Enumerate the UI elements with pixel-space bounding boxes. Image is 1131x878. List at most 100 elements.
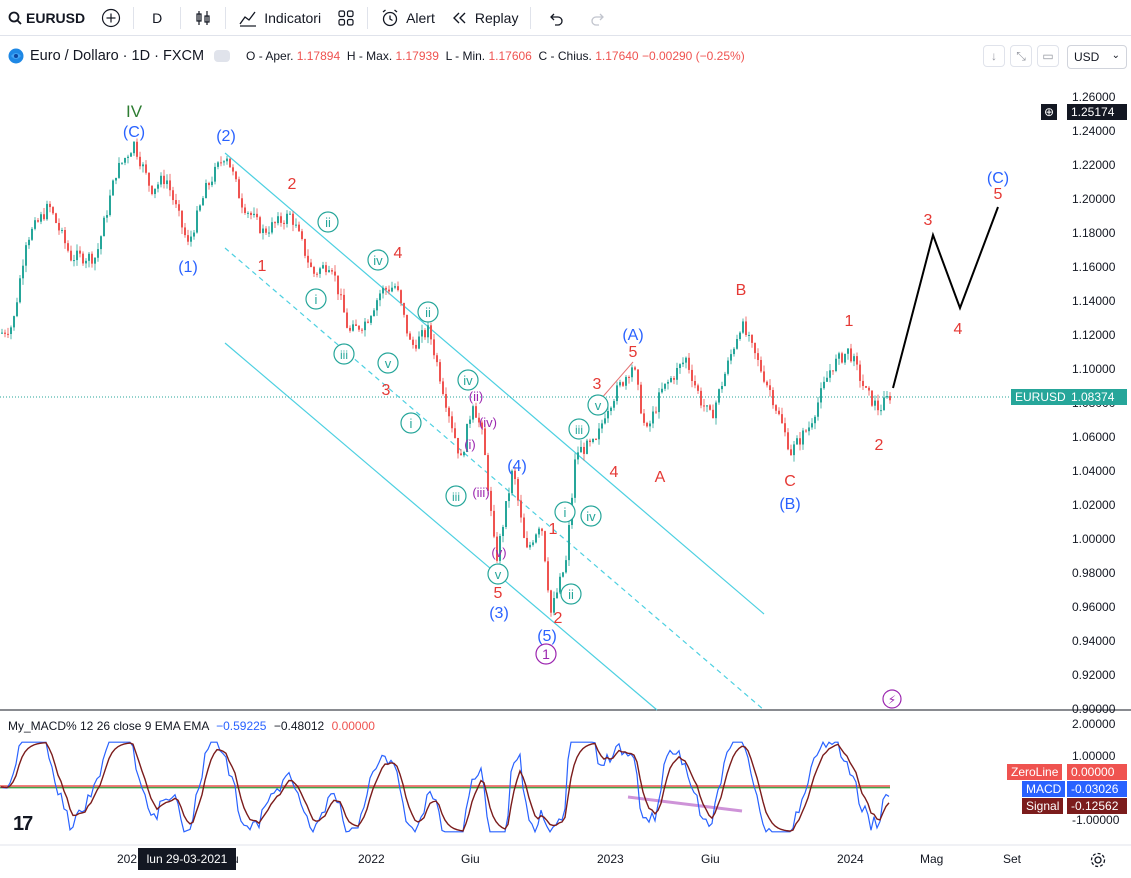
compare-symbol-button[interactable] xyxy=(93,0,129,36)
candle-body xyxy=(679,364,681,369)
symbol-search-button[interactable]: EURUSD xyxy=(0,0,93,36)
candle-body xyxy=(475,406,477,418)
wave-label-v-circle xyxy=(377,352,399,374)
legend-toggle-button[interactable] xyxy=(214,50,231,62)
candle-body xyxy=(16,302,18,317)
wave-label-n4: (4) xyxy=(507,458,527,475)
interval-button[interactable]: D xyxy=(138,0,176,36)
candle-body xyxy=(196,210,198,233)
candle-body xyxy=(529,544,531,548)
candle-body xyxy=(631,367,633,378)
price-tick-label: 1.12000 xyxy=(1072,328,1116,342)
time-tick-label: Giu xyxy=(701,852,720,866)
candle-body xyxy=(835,358,837,371)
candle-body xyxy=(103,217,105,237)
indicators-button[interactable]: Indicatori xyxy=(230,0,329,36)
candle-body xyxy=(136,141,138,157)
candle-body xyxy=(505,501,507,527)
grid-icon xyxy=(338,9,354,26)
macd-label: My_MACD% 12 26 close 9 EMA EMA xyxy=(8,719,209,733)
candle-body xyxy=(655,411,657,413)
wave-label-iv: IV xyxy=(126,102,143,121)
candle-body xyxy=(805,430,807,432)
price-chart[interactable]: IV (C) (2) (1) (3) (4) (5) (A) (B) 2 1 4 3 5 1 2 3 5 4 A B C 1… xyxy=(0,37,1131,878)
candle-body xyxy=(100,236,102,250)
candle-body xyxy=(442,381,444,394)
candle-body xyxy=(388,289,390,292)
gear-icon xyxy=(1090,852,1106,868)
chart-area[interactable]: IV (C) (2) (1) (3) (4) (5) (A) (B) 2 1 4 3 5 1 2 3 5 4 A B C 1… xyxy=(0,37,1131,878)
candle-body xyxy=(736,339,738,349)
undo-button[interactable] xyxy=(535,0,577,36)
candle-body xyxy=(691,369,693,382)
candle-body xyxy=(484,428,486,456)
redo-button[interactable] xyxy=(577,0,619,36)
candle-body xyxy=(76,250,78,261)
candle-body xyxy=(349,327,351,331)
candle-body xyxy=(109,195,111,216)
wave-label-r1: 1 xyxy=(258,258,267,275)
price-tick-label: 0.94000 xyxy=(1072,634,1116,648)
candle-body xyxy=(85,260,87,264)
candle-body xyxy=(238,179,240,199)
high-value: 1.17939 xyxy=(395,49,439,63)
candle-body xyxy=(49,203,51,208)
candle-body xyxy=(709,405,711,410)
candle-body xyxy=(871,390,873,406)
candle-body xyxy=(706,405,708,407)
candle-body xyxy=(358,325,360,330)
candle-body xyxy=(580,446,582,453)
maximize-button[interactable]: ⤡ xyxy=(1010,45,1032,67)
replay-label: Replay xyxy=(474,9,519,26)
candle-body xyxy=(259,217,261,234)
candle-body xyxy=(508,493,510,502)
scroll-down-button[interactable]: ↓ xyxy=(983,45,1005,67)
expand-icon: ⤡ xyxy=(1016,49,1026,63)
candle-body xyxy=(829,370,831,378)
candle-body xyxy=(775,405,777,411)
candle-body xyxy=(760,359,762,372)
layouts-button[interactable] xyxy=(329,0,363,36)
macd-tag-value: -0.03026 xyxy=(1067,781,1127,797)
candle-body xyxy=(592,438,594,443)
candle-body xyxy=(154,188,156,195)
replay-button[interactable]: Replay xyxy=(443,0,527,36)
candle-body xyxy=(112,180,114,196)
candle-body xyxy=(817,402,819,417)
candle-body xyxy=(856,356,858,365)
candle-body xyxy=(424,330,426,338)
crosshair-add-button[interactable]: ⊕ xyxy=(1041,104,1057,120)
candle-body xyxy=(685,357,687,363)
candle-body xyxy=(451,416,453,429)
wave-label-v: v xyxy=(495,567,502,582)
candle-body xyxy=(157,184,159,189)
chart-type-button[interactable] xyxy=(185,0,221,36)
wave-label-r1: 1 xyxy=(549,521,558,538)
candle-body xyxy=(883,397,885,411)
channel-lower-line xyxy=(224,342,658,711)
change-value: −0.00290 (−0.25%) xyxy=(641,49,745,63)
price-tick-label: 1.26000 xyxy=(1072,90,1116,104)
restore-button[interactable]: ▭ xyxy=(1037,45,1059,67)
candle-body xyxy=(265,228,267,233)
candle-body xyxy=(256,213,258,218)
price-tick-label: 1.04000 xyxy=(1072,464,1116,478)
candle-body xyxy=(307,255,309,263)
candle-body xyxy=(526,537,528,548)
candle-body xyxy=(568,525,570,561)
wave-label-rc: C xyxy=(784,473,796,490)
wave-label-r3: 3 xyxy=(593,376,602,393)
currency-select[interactable]: USD ⌄ xyxy=(1067,45,1127,69)
tradingview-logo[interactable]: 17 xyxy=(13,813,33,835)
alert-button[interactable]: Alert xyxy=(372,0,443,36)
candle-body xyxy=(325,265,327,273)
settings-button[interactable] xyxy=(1088,850,1108,870)
candle-body xyxy=(601,423,603,429)
candle-body xyxy=(1,332,3,334)
candle-body xyxy=(172,190,174,201)
wave-label-one: 1 xyxy=(542,646,550,662)
candle-body xyxy=(559,576,561,593)
legend-title: Euro / Dollaro · 1D · FXCM xyxy=(30,48,205,64)
candle-body xyxy=(664,383,666,389)
candle-body xyxy=(721,386,723,390)
